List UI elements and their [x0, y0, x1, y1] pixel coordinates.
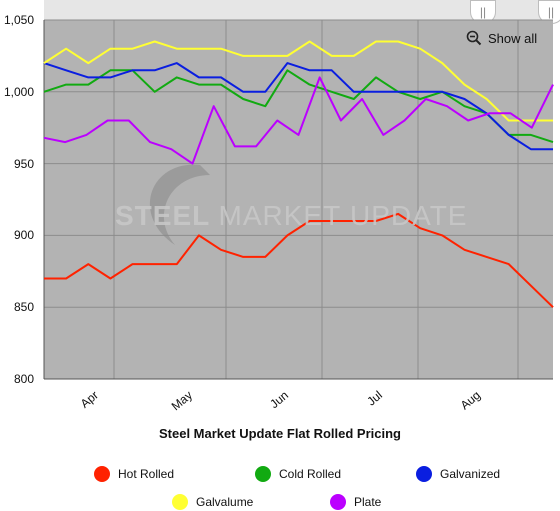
chart-title: Steel Market Update Flat Rolled Pricing	[159, 426, 401, 441]
watermark-word-steel: STEEL	[115, 200, 210, 231]
show-all-button[interactable]: Show all	[466, 28, 537, 48]
y-tick-label: 800	[13, 372, 34, 386]
y-tick-label: 1,050	[3, 13, 34, 27]
legend-marker	[330, 494, 346, 510]
legend-item-plate[interactable]: Plate	[330, 494, 381, 510]
legend-label: Plate	[354, 495, 382, 509]
y-tick-label: 850	[13, 300, 34, 315]
watermark-word-update: UPDATE	[349, 200, 468, 231]
watermark-logo: STEEL MARKET UPDATE	[115, 200, 467, 232]
legend-label: Galvalume	[196, 495, 254, 509]
legend-marker	[255, 466, 271, 482]
show-all-label: Show all	[488, 30, 538, 46]
legend-item-galvalume[interactable]: Galvalume	[172, 494, 253, 510]
series-line-cold-rolled	[43, 69, 554, 144]
watermark-swoosh	[149, 164, 210, 245]
legend-item-cold-rolled[interactable]: Cold Rolled	[255, 466, 341, 482]
legend-marker	[416, 466, 432, 482]
navigator-strip[interactable]	[44, 0, 560, 20]
legend-marker	[172, 494, 188, 510]
legend-item-galvanized[interactable]: Galvanized	[416, 466, 500, 482]
series-line-plate	[43, 76, 554, 165]
series-line-hot-rolled	[44, 212, 554, 308]
watermark-word-market: MARKET	[218, 200, 342, 231]
y-tick-label: 1,000	[3, 84, 34, 99]
legend-label: Cold Rolled	[279, 467, 342, 481]
zoom-out-icon	[466, 30, 482, 46]
series-line-galvanized	[43, 62, 553, 151]
legend-label: Hot Rolled	[118, 467, 175, 481]
legend-marker	[94, 466, 110, 482]
series-line-galvalume	[43, 40, 553, 122]
legend-label: Galvanized	[440, 467, 501, 481]
legend-item-hot-rolled[interactable]: Hot Rolled	[94, 466, 174, 482]
y-tick-label: 900	[13, 228, 34, 243]
y-tick-label: 950	[13, 156, 34, 171]
plot-background	[44, 20, 553, 379]
